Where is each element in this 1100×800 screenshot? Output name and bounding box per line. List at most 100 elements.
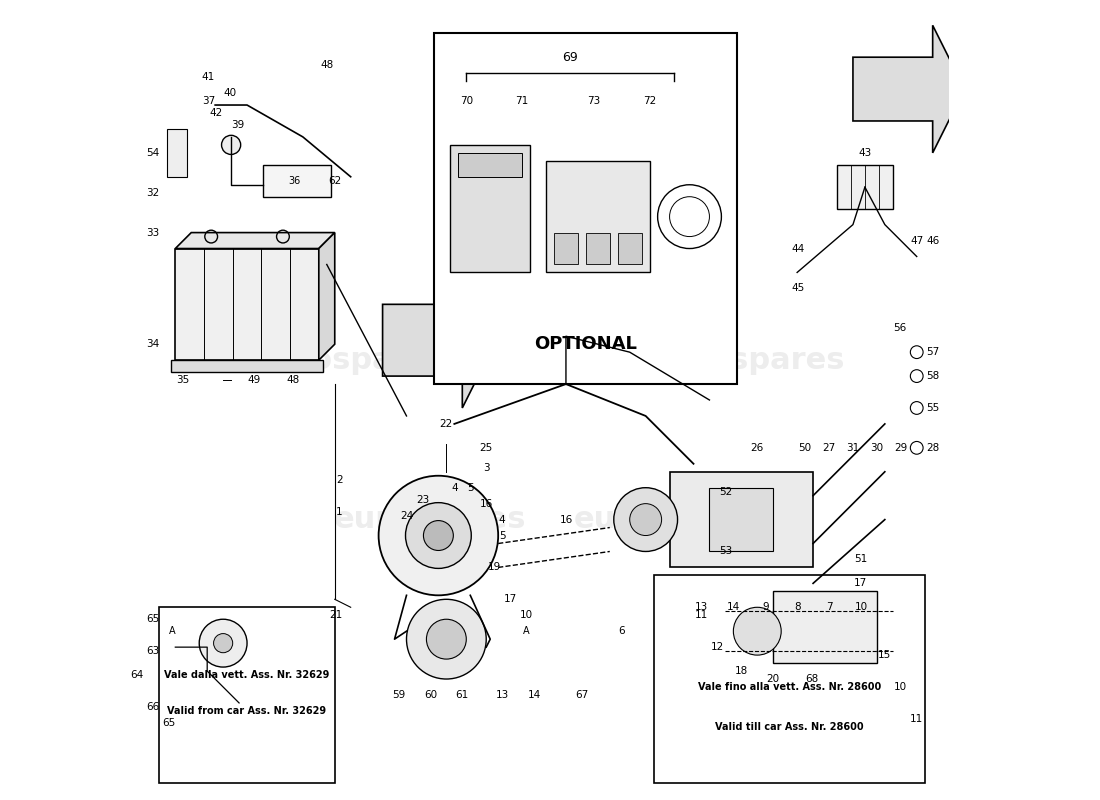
Bar (554, 233, 578, 265)
Text: 8: 8 (794, 602, 801, 612)
Text: Valid from car Ass. Nr. 32629: Valid from car Ass. Nr. 32629 (167, 706, 327, 716)
Text: 34: 34 (146, 339, 160, 349)
Bar (586, 233, 609, 265)
Text: 2: 2 (337, 474, 343, 485)
Text: 49: 49 (248, 375, 261, 385)
Text: 65: 65 (146, 614, 160, 624)
Bar (160, 607, 334, 782)
Text: eurospares: eurospares (494, 346, 686, 374)
Text: 11: 11 (695, 610, 708, 620)
Text: 9: 9 (762, 602, 769, 612)
Circle shape (911, 370, 923, 382)
Bar (434, 34, 737, 384)
Circle shape (406, 502, 471, 569)
Text: 16: 16 (559, 514, 573, 525)
Text: A: A (522, 626, 529, 636)
Text: 5: 5 (499, 530, 506, 541)
Text: 46: 46 (926, 235, 939, 246)
Circle shape (629, 504, 661, 535)
Circle shape (199, 619, 248, 667)
Text: 25: 25 (480, 443, 493, 453)
Text: 60: 60 (424, 690, 437, 700)
Text: 17: 17 (504, 594, 517, 604)
Text: 73: 73 (587, 96, 601, 106)
Text: 41: 41 (202, 72, 216, 82)
Text: 59: 59 (392, 690, 405, 700)
Polygon shape (175, 233, 334, 249)
Circle shape (424, 521, 453, 550)
Text: 10: 10 (894, 682, 908, 692)
Text: 71: 71 (516, 96, 529, 106)
Circle shape (427, 619, 466, 659)
Text: 12: 12 (711, 642, 724, 652)
Circle shape (407, 599, 486, 679)
Bar (263, 165, 331, 197)
Circle shape (734, 607, 781, 655)
Text: 40: 40 (223, 88, 236, 98)
Text: 23: 23 (416, 494, 429, 505)
Text: 48: 48 (287, 375, 300, 385)
Bar (172, 360, 322, 372)
Text: 37: 37 (202, 96, 216, 106)
Text: 16: 16 (480, 498, 493, 509)
Text: Vale fino alla vett. Ass. Nr. 28600: Vale fino alla vett. Ass. Nr. 28600 (697, 682, 881, 692)
Text: 56: 56 (893, 323, 906, 334)
Text: 66: 66 (146, 702, 160, 712)
Text: 26: 26 (750, 443, 763, 453)
Text: 13: 13 (495, 690, 509, 700)
Text: 1: 1 (337, 506, 343, 517)
Bar (710, 488, 773, 551)
Text: 48: 48 (320, 60, 333, 70)
Text: 64: 64 (130, 670, 143, 680)
Circle shape (911, 346, 923, 358)
Text: 10: 10 (855, 602, 868, 612)
Text: 61: 61 (455, 690, 469, 700)
Bar (167, 129, 187, 177)
Text: eurospares: eurospares (254, 346, 447, 374)
Text: 50: 50 (799, 443, 812, 453)
Text: 68: 68 (805, 674, 818, 684)
Text: 69: 69 (562, 50, 578, 64)
Bar (837, 165, 893, 209)
Text: 5: 5 (468, 482, 474, 493)
Circle shape (911, 442, 923, 454)
Text: 45: 45 (792, 283, 805, 294)
Text: 22: 22 (440, 419, 453, 429)
Text: 27: 27 (823, 443, 836, 453)
Text: 44: 44 (792, 243, 805, 254)
Bar (773, 591, 877, 663)
Bar (653, 575, 925, 782)
Bar (670, 472, 813, 567)
Text: 36: 36 (289, 176, 301, 186)
Text: 28: 28 (926, 443, 939, 453)
Text: 63: 63 (146, 646, 160, 656)
Text: 57: 57 (926, 347, 939, 357)
Polygon shape (852, 26, 965, 153)
Circle shape (378, 476, 498, 595)
Text: 58: 58 (926, 371, 939, 381)
Bar (618, 233, 641, 265)
Text: 33: 33 (146, 227, 160, 238)
Text: 24: 24 (400, 510, 414, 521)
Text: 47: 47 (910, 235, 923, 246)
Text: 15: 15 (878, 650, 891, 660)
Text: Valid till car Ass. Nr. 28600: Valid till car Ass. Nr. 28600 (715, 722, 864, 732)
Text: eurospares: eurospares (653, 346, 846, 374)
Circle shape (213, 634, 233, 653)
Text: eurospares: eurospares (573, 505, 766, 534)
Text: A: A (168, 626, 175, 636)
Text: 19: 19 (487, 562, 500, 573)
Text: 18: 18 (735, 666, 748, 676)
Text: 32: 32 (146, 188, 160, 198)
Text: 4: 4 (451, 482, 458, 493)
Text: 13: 13 (695, 602, 708, 612)
Text: 14: 14 (727, 602, 740, 612)
Text: 35: 35 (177, 375, 190, 385)
Text: eurospares: eurospares (334, 505, 527, 534)
Bar (450, 145, 530, 273)
Text: 51: 51 (855, 554, 868, 565)
Text: 42: 42 (210, 108, 223, 118)
Text: 14: 14 (527, 690, 541, 700)
Text: OPTIONAL: OPTIONAL (535, 335, 637, 353)
Polygon shape (319, 233, 334, 360)
